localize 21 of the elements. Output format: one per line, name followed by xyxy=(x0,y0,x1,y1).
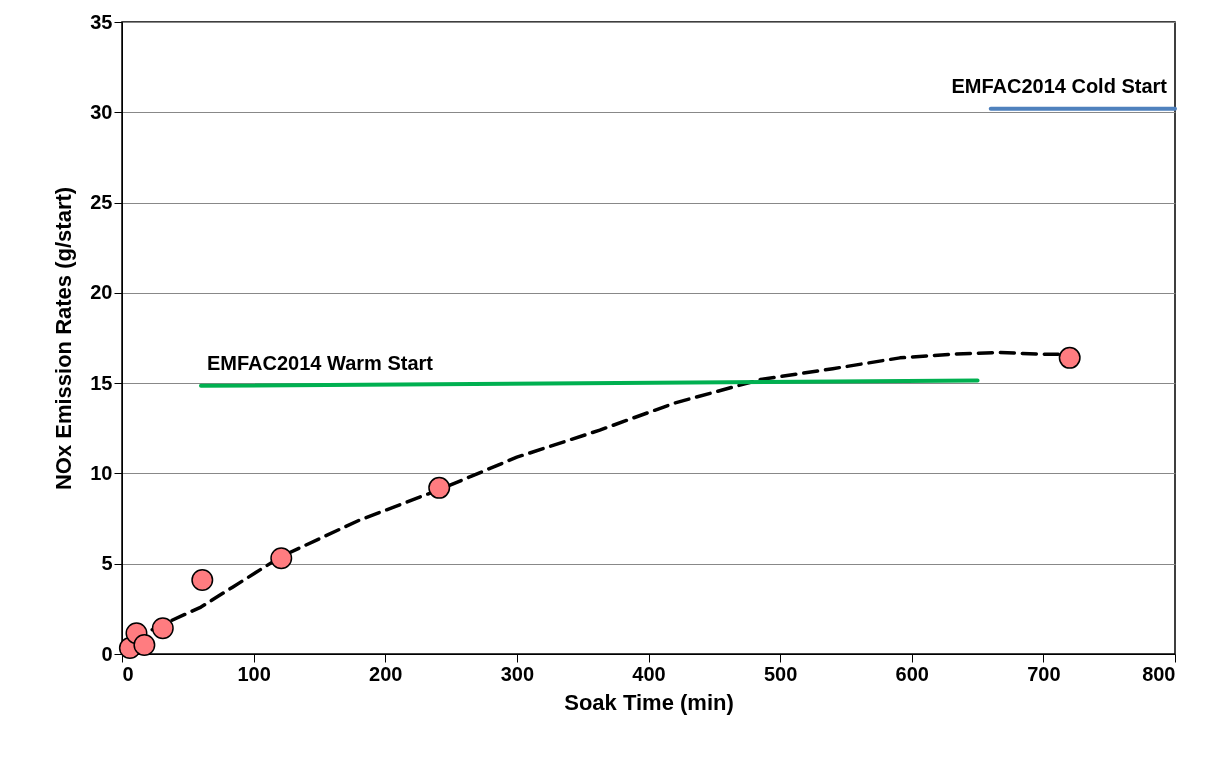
y-tick-label: 30 xyxy=(90,100,113,123)
x-axis-title: Soak Time (min) xyxy=(564,689,734,715)
x-tick-label: 100 xyxy=(237,662,271,685)
y-tick-label: 10 xyxy=(90,461,113,484)
x-tick-label: 700 xyxy=(1027,662,1061,685)
series-label: EMFAC2014 Cold Start xyxy=(951,74,1168,97)
x-tick-label: 800 xyxy=(1142,662,1176,685)
x-tick-label: 600 xyxy=(895,662,929,685)
x-tick-label: 200 xyxy=(369,662,403,685)
y-tick-label: 0 xyxy=(101,642,113,665)
x-tick-label: 0 xyxy=(122,662,134,685)
y-tick-label: 15 xyxy=(90,371,113,394)
y-tick-label: 25 xyxy=(90,191,113,214)
y-tick-label: 35 xyxy=(90,10,113,33)
x-tick-label: 500 xyxy=(763,662,798,685)
series-label: EMFAC2014 Warm Start xyxy=(206,351,434,374)
x-tick-label: 300 xyxy=(500,662,535,685)
y-tick-label: 5 xyxy=(101,552,113,575)
y-tick-label: 20 xyxy=(90,281,113,304)
x-tick-label: 400 xyxy=(632,662,666,685)
y-axis-title: NOx Emission Rates (g/start) xyxy=(51,186,77,491)
